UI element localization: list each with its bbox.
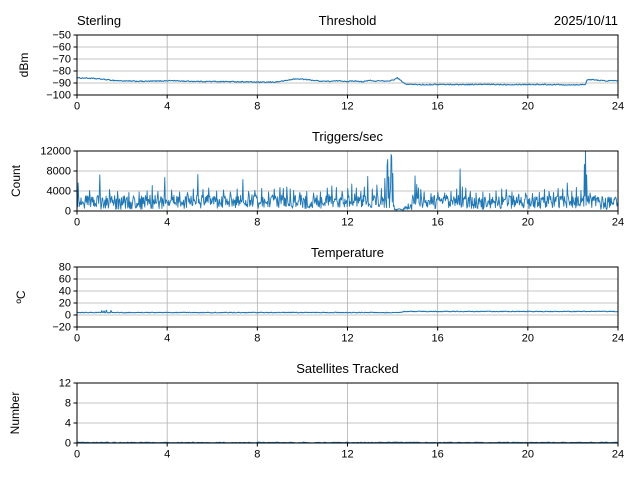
- x-tick-label: 20: [522, 217, 534, 229]
- series-triggers: [77, 151, 618, 211]
- plot4-title-row: Satellites Tracked: [77, 361, 618, 377]
- plot1-title-row: Sterling Threshold 2025/10/11: [77, 13, 618, 29]
- x-tick-label: 12: [341, 333, 353, 345]
- x-tick-label: 4: [164, 449, 170, 461]
- plot2-ylabel: Count: [9, 164, 23, 198]
- plot1-ylabel: dBm: [17, 52, 31, 78]
- x-tick-label: 12: [341, 217, 353, 229]
- x-tick-label: 0: [74, 217, 80, 229]
- series-temperature: [77, 309, 618, 314]
- y-tick-label: −90: [52, 78, 71, 90]
- y-tick-label: 4000: [47, 186, 71, 198]
- series-threshold: [77, 76, 618, 86]
- y-tick-label: 12: [59, 378, 71, 390]
- y-tick-label: 80: [59, 262, 71, 274]
- x-tick-label: 0: [74, 333, 80, 345]
- y-tick-label: 0: [65, 310, 71, 322]
- y-tick-label: −70: [52, 54, 71, 66]
- x-tick-label: 24: [612, 449, 624, 461]
- y-tick-label: −80: [52, 66, 71, 78]
- x-tick-label: 12: [341, 449, 353, 461]
- date-label: 2025/10/11: [553, 13, 618, 28]
- x-tick-label: 4: [164, 101, 170, 113]
- y-tick-label: −20: [52, 322, 71, 334]
- station-name-label: Sterling: [77, 13, 122, 28]
- x-tick-label: 16: [432, 449, 444, 461]
- y-tick-label: 40: [59, 286, 71, 298]
- plot2-title-row: Triggers/sec: [77, 129, 618, 145]
- x-tick-label: 16: [432, 333, 444, 345]
- x-tick-label: 24: [612, 333, 624, 345]
- plot2-title: Triggers/sec: [311, 129, 384, 144]
- x-tick-label: 20: [522, 333, 534, 345]
- x-tick-label: 8: [254, 449, 260, 461]
- y-tick-label: 8000: [47, 166, 71, 178]
- x-tick-label: 8: [254, 217, 260, 229]
- x-tick-label: 0: [74, 449, 80, 461]
- plot3-ylabel: ºC: [14, 290, 28, 304]
- x-tick-label: 8: [254, 101, 260, 113]
- x-tick-label: 24: [612, 217, 624, 229]
- y-tick-label: 12000: [40, 146, 71, 158]
- x-tick-label: 20: [522, 101, 534, 113]
- x-tick-label: 16: [432, 101, 444, 113]
- plot4-title: Satellites Tracked: [296, 361, 399, 376]
- y-tick-label: 60: [59, 274, 71, 286]
- y-tick-label: −100: [46, 90, 71, 102]
- plot3-title: Temperature: [311, 245, 384, 260]
- y-tick-label: 0: [65, 438, 71, 450]
- x-tick-label: 4: [164, 333, 170, 345]
- x-tick-label: 20: [522, 449, 534, 461]
- y-tick-label: 0: [65, 206, 71, 218]
- plot1-title: Threshold: [318, 13, 377, 28]
- y-tick-label: −60: [52, 42, 71, 54]
- x-tick-label: 16: [432, 217, 444, 229]
- x-tick-label: 0: [74, 101, 80, 113]
- y-tick-label: −50: [52, 30, 71, 42]
- y-tick-label: 4: [65, 418, 71, 430]
- x-tick-label: 4: [164, 217, 170, 229]
- plot3-title-row: Temperature: [77, 245, 618, 261]
- x-tick-label: 12: [341, 101, 353, 113]
- y-tick-label: 8: [65, 398, 71, 410]
- y-tick-label: 20: [59, 298, 71, 310]
- plot4-ylabel: Number: [8, 391, 22, 435]
- x-tick-label: 8: [254, 333, 260, 345]
- x-tick-label: 24: [612, 101, 624, 113]
